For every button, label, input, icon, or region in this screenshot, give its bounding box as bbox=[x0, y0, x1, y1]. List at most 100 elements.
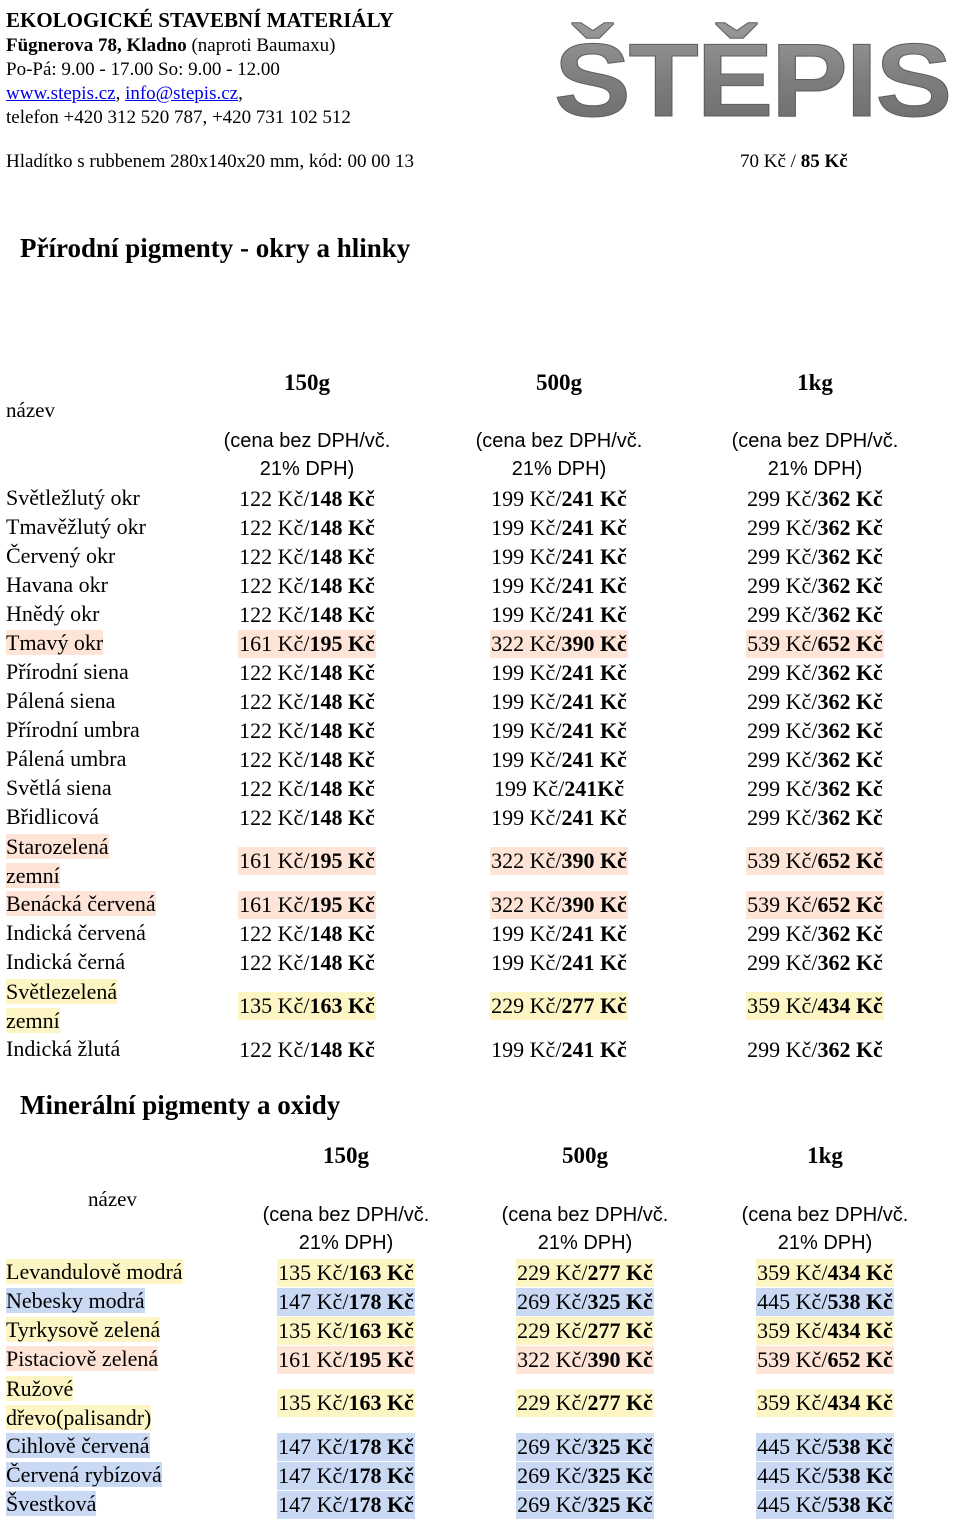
product-name-cell: Pálená umbra bbox=[6, 745, 126, 773]
price-value: 269 Kč/325 Kč bbox=[516, 1432, 654, 1461]
price-net: 299 Kč/ bbox=[747, 572, 818, 598]
price-net: 299 Kč/ bbox=[747, 543, 818, 569]
product-name: Hnědý okr bbox=[6, 601, 100, 626]
price-cell: 135 Kč/163 Kč bbox=[197, 992, 417, 1020]
price-value: 135 Kč/163 Kč bbox=[238, 992, 376, 1020]
price-cell: 199 Kč/241 Kč bbox=[449, 514, 669, 542]
price-value: 199 Kč/241 Kč bbox=[490, 485, 628, 513]
price-gross: 241 Kč bbox=[561, 804, 627, 830]
price-cell: 161 Kč/195 Kč bbox=[236, 1345, 456, 1374]
price-cell: 299 Kč/362 Kč bbox=[705, 717, 925, 745]
price-gross: 178 Kč bbox=[348, 1288, 414, 1314]
price-gross: 148 Kč bbox=[309, 920, 375, 946]
product-name-cell: Tyrkysově zelená bbox=[6, 1316, 161, 1344]
price-gross: 362 Kč bbox=[817, 920, 883, 946]
price-cell: 147 Kč/178 Kč bbox=[236, 1287, 456, 1316]
price-net: 539 Kč/ bbox=[747, 848, 818, 873]
product-name-cell: Pistaciově zelená bbox=[6, 1345, 159, 1373]
price-gross: 178 Kč bbox=[348, 1433, 414, 1459]
email-link[interactable]: info@stepis.cz bbox=[125, 83, 239, 104]
col-name-header-2: název bbox=[88, 1187, 137, 1211]
col-header-500g: 500g bbox=[536, 370, 582, 395]
price-gross: 241 Kč bbox=[561, 659, 627, 685]
address-street: Fügnerova 78, Kladno bbox=[6, 35, 187, 56]
sub-line1: (cena bez DPH/vč. bbox=[741, 1204, 909, 1226]
price-net: 199 Kč/ bbox=[491, 572, 562, 598]
price-gross: 241 Kč bbox=[561, 949, 627, 975]
price-cell: 122 Kč/148 Kč bbox=[197, 514, 417, 542]
product-name-cell: Světležlutý okr bbox=[6, 484, 140, 512]
price-value: 445 Kč/538 Kč bbox=[756, 1287, 894, 1316]
price-net: 322 Kč/ bbox=[491, 848, 562, 873]
price-value: 199 Kč/241 Kč bbox=[490, 717, 628, 745]
product-name: Nebesky modrá bbox=[6, 1288, 145, 1313]
col-sub-1kg-2: (cena bez DPH/vč. 21% DPH) bbox=[718, 1201, 932, 1257]
price-gross: 148 Kč bbox=[309, 688, 375, 714]
product-name-cell: Hnědý okr bbox=[6, 600, 99, 628]
price-gross: 277 Kč bbox=[587, 1259, 653, 1285]
price-value: 122 Kč/148 Kč bbox=[238, 1036, 376, 1064]
price-gross: 148 Kč bbox=[309, 717, 375, 743]
price-gross: 362 Kč bbox=[817, 804, 883, 830]
price-value: 539 Kč/652 Kč bbox=[746, 890, 884, 919]
price-cell: 199 Kč/241 Kč bbox=[449, 572, 669, 600]
price-gross: 538 Kč bbox=[827, 1491, 893, 1517]
price-cell: 299 Kč/362 Kč bbox=[705, 572, 925, 600]
product-name: Cihlově červená bbox=[6, 1433, 150, 1458]
product-name-cell: Přírodní umbra bbox=[6, 716, 140, 744]
price-gross: 390 Kč bbox=[561, 630, 627, 656]
price-net: 445 Kč/ bbox=[757, 1288, 828, 1314]
price-value: 229 Kč/277 Kč bbox=[516, 1389, 654, 1417]
price-value: 322 Kč/390 Kč bbox=[490, 629, 628, 658]
price-gross: 277 Kč bbox=[561, 993, 627, 1018]
product-name: Červená rybízová bbox=[6, 1462, 162, 1487]
price-value: 299 Kč/362 Kč bbox=[746, 746, 884, 774]
price-cell: 359 Kč/434 Kč bbox=[705, 992, 925, 1020]
price-cell: 299 Kč/362 Kč bbox=[705, 949, 925, 977]
price-net: 122 Kč/ bbox=[239, 920, 310, 946]
price-gross: 362 Kč bbox=[817, 659, 883, 685]
price-cell: 199 Kč/241 Kč bbox=[449, 659, 669, 687]
price-net: 161 Kč/ bbox=[278, 1346, 349, 1372]
price-cell: 539 Kč/652 Kč bbox=[715, 1345, 935, 1374]
price-gross: 148 Kč bbox=[309, 949, 375, 975]
price-net: 122 Kč/ bbox=[239, 485, 310, 511]
price-value: 299 Kč/362 Kč bbox=[746, 688, 884, 716]
price-gross: 195 Kč bbox=[309, 891, 375, 917]
product-name: Pistaciově zelená bbox=[6, 1346, 159, 1371]
price-net: 269 Kč/ bbox=[517, 1491, 588, 1517]
phone: telefon +420 312 520 787, +420 731 102 5… bbox=[6, 107, 351, 128]
price-gross: 163 Kč bbox=[348, 1317, 414, 1343]
price-value: 269 Kč/325 Kč bbox=[516, 1287, 654, 1316]
product-name-cell: Indická žlutá bbox=[6, 1035, 120, 1063]
product-name-cell: Nebesky modrá bbox=[6, 1287, 145, 1315]
price-gross: 241 Kč bbox=[561, 543, 627, 569]
product-name: Přírodní umbra bbox=[6, 717, 140, 742]
price-gross: 241 Kč bbox=[561, 746, 627, 772]
price-net: 122 Kč/ bbox=[239, 514, 310, 540]
price-gross: 434 Kč bbox=[827, 1259, 893, 1285]
col-name-header: název bbox=[6, 398, 55, 422]
col-sub-150g: (cena bez DPH/vč. 21% DPH) bbox=[200, 427, 414, 483]
price-gross: 241 Kč bbox=[561, 485, 627, 511]
price-gross: 241 Kč bbox=[561, 717, 627, 743]
price-cell: 322 Kč/390 Kč bbox=[449, 629, 669, 658]
price-net: 322 Kč/ bbox=[491, 630, 562, 656]
price-net: 147 Kč/ bbox=[278, 1462, 349, 1488]
product-name-cell: Cihlově červená bbox=[6, 1432, 150, 1460]
price-gross: 241 Kč bbox=[561, 688, 627, 714]
price-net: 122 Kč/ bbox=[239, 1036, 310, 1062]
website-link[interactable]: www.stepis.cz bbox=[6, 83, 116, 104]
price-net: 299 Kč/ bbox=[747, 717, 818, 743]
price-value: 359 Kč/434 Kč bbox=[756, 1316, 894, 1345]
col-sub-500g-2: (cena bez DPH/vč. 21% DPH) bbox=[478, 1201, 692, 1257]
price-value: 122 Kč/148 Kč bbox=[238, 514, 376, 542]
product-price: 70 Kč / 85 Kč bbox=[740, 150, 848, 174]
price-value: 299 Kč/362 Kč bbox=[746, 514, 884, 542]
price-value: 135 Kč/163 Kč bbox=[277, 1258, 415, 1287]
product-name-cell: Levandulově modrá bbox=[6, 1258, 183, 1286]
price-value: 122 Kč/148 Kč bbox=[238, 543, 376, 571]
price-cell: 359 Kč/434 Kč bbox=[715, 1389, 935, 1417]
product-name: Tmavý okr bbox=[6, 630, 104, 655]
price-gross: 362 Kč bbox=[817, 514, 883, 540]
